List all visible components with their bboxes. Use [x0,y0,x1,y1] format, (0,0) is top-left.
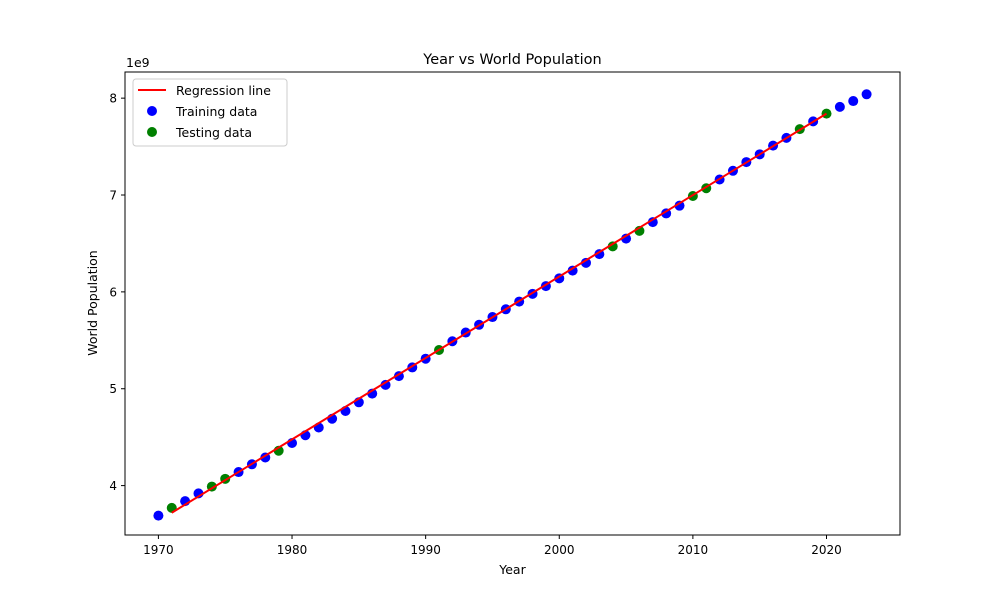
training-data-point [153,510,164,521]
y-axis-label: World Population [85,250,100,355]
legend-marker-testing [147,127,157,137]
x-tick-label: 2010 [678,543,709,557]
training-data-point [647,217,658,228]
x-tick-label: 1970 [143,543,174,557]
training-data-point [848,96,859,107]
legend-label-regression: Regression line [176,83,271,98]
y-tick-label: 8 [109,92,117,106]
legend-box [132,78,288,147]
x-tick-label: 2020 [811,543,842,557]
x-tick-label: 1980 [277,543,308,557]
regression-line [171,112,828,514]
y-tick-label: 7 [109,189,117,203]
x-tick-label: 2000 [544,543,575,557]
training-data-point [621,233,632,244]
legend-marker-training [147,106,157,116]
axes-frame [124,71,901,536]
legend-label-testing: Testing data [175,125,252,140]
legend-label-training: Training data [175,104,257,119]
training-data-point [567,265,578,276]
training-data-point [580,257,591,268]
legend: Regression line Training data Testing da… [132,78,288,147]
training-data-point [674,200,685,211]
training-data-point [834,101,845,112]
y-tick-label: 5 [109,382,117,396]
x-tick-label: 1990 [410,543,441,557]
training-data-point [380,379,391,390]
y-axis-offset-label: 1e9 [126,55,150,70]
x-axis-label: Year [498,562,526,577]
y-tick-label: 6 [109,285,117,299]
training-data-point [861,89,872,100]
chart-title: Year vs World Population [422,52,601,68]
axis-ticks: 1970 1980 1990 2000 2010 2020 4 5 6 7 8 [109,92,841,557]
plot-area: 1970 1980 1990 2000 2010 2020 4 5 6 7 8 [109,71,901,557]
y-tick-label: 4 [109,479,117,493]
chart-marks [153,89,872,521]
testing-data-point [607,241,618,252]
